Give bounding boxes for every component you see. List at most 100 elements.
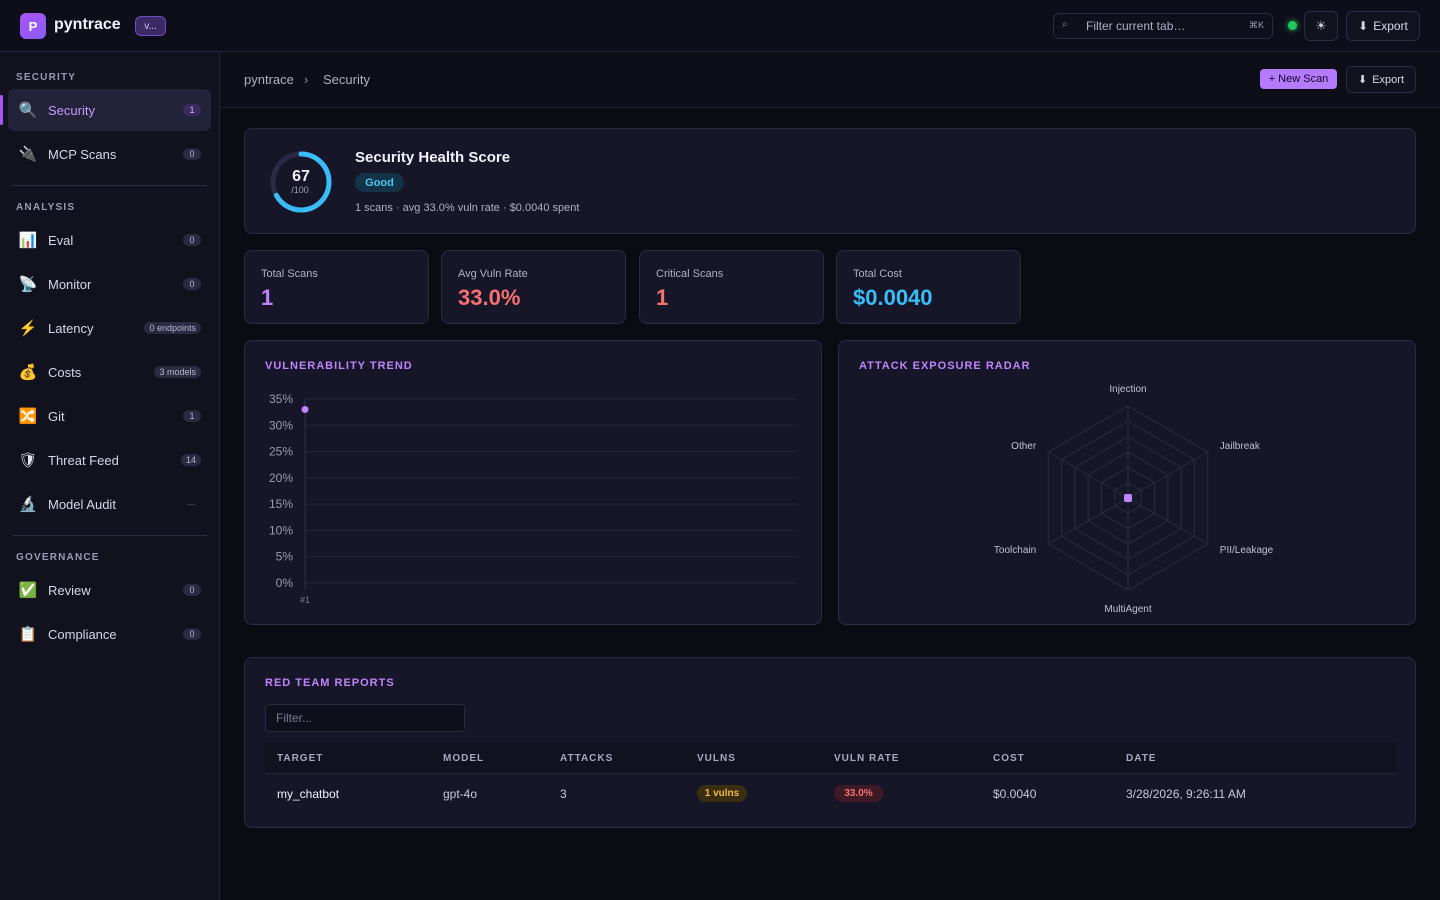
sidebar-item-count: 0 xyxy=(183,278,201,290)
sidebar-item-count: 14 xyxy=(180,454,201,466)
new-scan-button[interactable]: + New Scan xyxy=(1260,69,1337,89)
radar-axis-label: Injection xyxy=(1109,384,1146,395)
shield-icon: 🛡 xyxy=(18,452,38,469)
sidebar-item-count: 0 xyxy=(183,148,201,160)
app-logo[interactable]: P xyxy=(20,13,46,39)
magnifier-icon: 🔍 xyxy=(18,102,38,119)
sidebar-item-label: Eval xyxy=(48,233,74,248)
sidebar-item-count: 0 xyxy=(183,234,201,246)
lightning-icon: ⚡ xyxy=(18,320,38,337)
radar-center-point[interactable] xyxy=(1124,494,1132,502)
shuffle-icon: 🔀 xyxy=(18,408,38,425)
status-badge: Good xyxy=(355,173,404,192)
sidebar-item-compliance[interactable]: 📋 Compliance 0 xyxy=(8,613,211,655)
sidebar-item-monitor[interactable]: 📡 Monitor 0 xyxy=(8,263,211,305)
download-icon: ⬇ xyxy=(1357,74,1368,86)
health-title: Security Health Score xyxy=(355,149,511,166)
radar-axis-label: Other xyxy=(1011,441,1037,452)
sidebar-item-security[interactable]: 🔍 Security 1 xyxy=(0,89,211,131)
table-title: RED TEAM REPORTS xyxy=(265,677,395,689)
cell-model: gpt-4o xyxy=(443,787,478,801)
sidebar-item-label: Security xyxy=(48,103,95,118)
sidebar-divider xyxy=(12,185,207,186)
radar-axis-label: MultiAgent xyxy=(1104,604,1151,615)
sidebar-item-count: 3 models xyxy=(154,366,201,378)
export-label: Export xyxy=(1372,73,1404,86)
radar-spoke xyxy=(1048,451,1129,499)
sidebar-item-git[interactable]: 🔀 Git 1 xyxy=(8,395,211,437)
y-tick-label: 20% xyxy=(269,471,293,485)
reports-filter-input[interactable] xyxy=(265,704,465,732)
search-input[interactable] xyxy=(1086,18,1236,34)
stat-label: Total Scans xyxy=(261,268,318,280)
sidebar-section-security: SECURITY xyxy=(16,72,77,83)
microscope-icon: 🔬 xyxy=(18,496,38,513)
stat-label: Total Cost xyxy=(853,268,902,280)
breadcrumb-separator: › xyxy=(304,72,309,87)
column-header-target[interactable]: TARGET xyxy=(277,753,324,764)
stat-card-total-scans: Total Scans 1 xyxy=(244,250,429,324)
money-bag-icon: 💰 xyxy=(18,364,38,381)
breadcrumb-root[interactable]: pyntrace xyxy=(244,72,294,87)
sidebar-item-mcp-scans[interactable]: 🔌 MCP Scans 0 xyxy=(8,133,211,175)
attack-exposure-radar-chart: Injection Jailbreak PII/Leakage MultiAgent T… xyxy=(994,384,1274,615)
sidebar-item-label: Model Audit xyxy=(48,497,116,512)
chart-title: VULNERABILITY TREND xyxy=(265,360,413,372)
health-score-value: 67 xyxy=(292,168,310,185)
breadcrumb-current: Security xyxy=(323,72,370,87)
sidebar-item-label: Review xyxy=(48,583,91,598)
check-box-icon: ✅ xyxy=(18,582,38,599)
theme-toggle-button[interactable]: ☀ xyxy=(1304,11,1338,41)
search-box[interactable]: ⌕ ⌘K xyxy=(1053,13,1273,39)
stat-value: 1 xyxy=(656,285,669,310)
stat-value: $0.0040 xyxy=(853,285,933,310)
export-button-secondary[interactable]: ⬇ Export xyxy=(1346,66,1416,93)
breadcrumb: pyntrace › Security + New Scan ⬇ Export xyxy=(220,52,1440,108)
data-point[interactable] xyxy=(301,406,309,414)
export-button[interactable]: ⬇ Export xyxy=(1346,11,1420,41)
column-header-vulns[interactable]: VULNS xyxy=(697,753,736,764)
status-indicator xyxy=(1288,21,1297,30)
column-header-cost[interactable]: COST xyxy=(993,753,1025,764)
plug-icon: 🔌 xyxy=(18,146,38,163)
column-header-model[interactable]: MODEL xyxy=(443,753,485,764)
radar-axis-label: Jailbreak xyxy=(1220,441,1261,452)
sidebar-item-review[interactable]: ✅ Review 0 xyxy=(8,569,211,611)
y-tick-label: 5% xyxy=(276,550,294,564)
bar-chart-icon: 📊 xyxy=(18,232,38,249)
sidebar-item-count: 1 xyxy=(183,104,201,116)
vulns-badge: 1 vulns xyxy=(697,785,747,802)
stat-card-total-cost: Total Cost $0.0040 xyxy=(836,250,1021,324)
stat-label: Avg Vuln Rate xyxy=(458,268,528,280)
y-tick-label: 30% xyxy=(269,418,293,432)
top-bar: P pyntrace v... ⌕ ⌘K ☀ ⬇ Export xyxy=(0,0,1440,52)
download-icon: ⬇ xyxy=(1358,19,1369,33)
table-row[interactable]: my_chatbot gpt-4o 3 1 vulns 33.0% $0.004… xyxy=(265,774,1396,812)
sidebar-divider xyxy=(12,535,207,536)
y-tick-label: 25% xyxy=(269,445,293,459)
x-tick-label: #1 xyxy=(300,595,310,605)
stat-value: 33.0% xyxy=(458,285,521,310)
stat-value: 1 xyxy=(261,285,274,310)
sidebar-item-costs[interactable]: 💰 Costs 3 models xyxy=(8,351,211,393)
sidebar-item-model-audit[interactable]: 🔬 Model Audit — xyxy=(8,483,211,525)
version-badge[interactable]: v... xyxy=(135,16,166,36)
sidebar-item-eval[interactable]: 📊 Eval 0 xyxy=(8,219,211,261)
sidebar-section-governance: GOVERNANCE xyxy=(16,552,100,563)
radar-spoke xyxy=(1127,497,1208,545)
sidebar-item-label: Threat Feed xyxy=(48,453,119,468)
y-tick-label: 35% xyxy=(269,392,293,406)
sidebar-item-latency[interactable]: ⚡ Latency 0 endpoints xyxy=(8,307,211,349)
sidebar-section-analysis: ANALYSIS xyxy=(16,202,76,213)
clipboard-icon: 📋 xyxy=(18,626,38,643)
sidebar-item-threat-feed[interactable]: 🛡 Threat Feed 14 xyxy=(8,439,211,481)
app-name[interactable]: pyntrace xyxy=(54,16,121,33)
column-header-attacks[interactable]: ATTACKS xyxy=(560,753,614,764)
y-tick-label: 0% xyxy=(276,576,294,590)
health-gauge xyxy=(270,151,332,213)
column-header-date[interactable]: DATE xyxy=(1126,753,1157,764)
column-header-vuln-rate[interactable]: VULN RATE xyxy=(834,753,900,764)
sidebar-item-count: 0 xyxy=(183,584,201,596)
sidebar-item-count: 0 xyxy=(183,628,201,640)
radar-spoke xyxy=(1048,497,1129,545)
